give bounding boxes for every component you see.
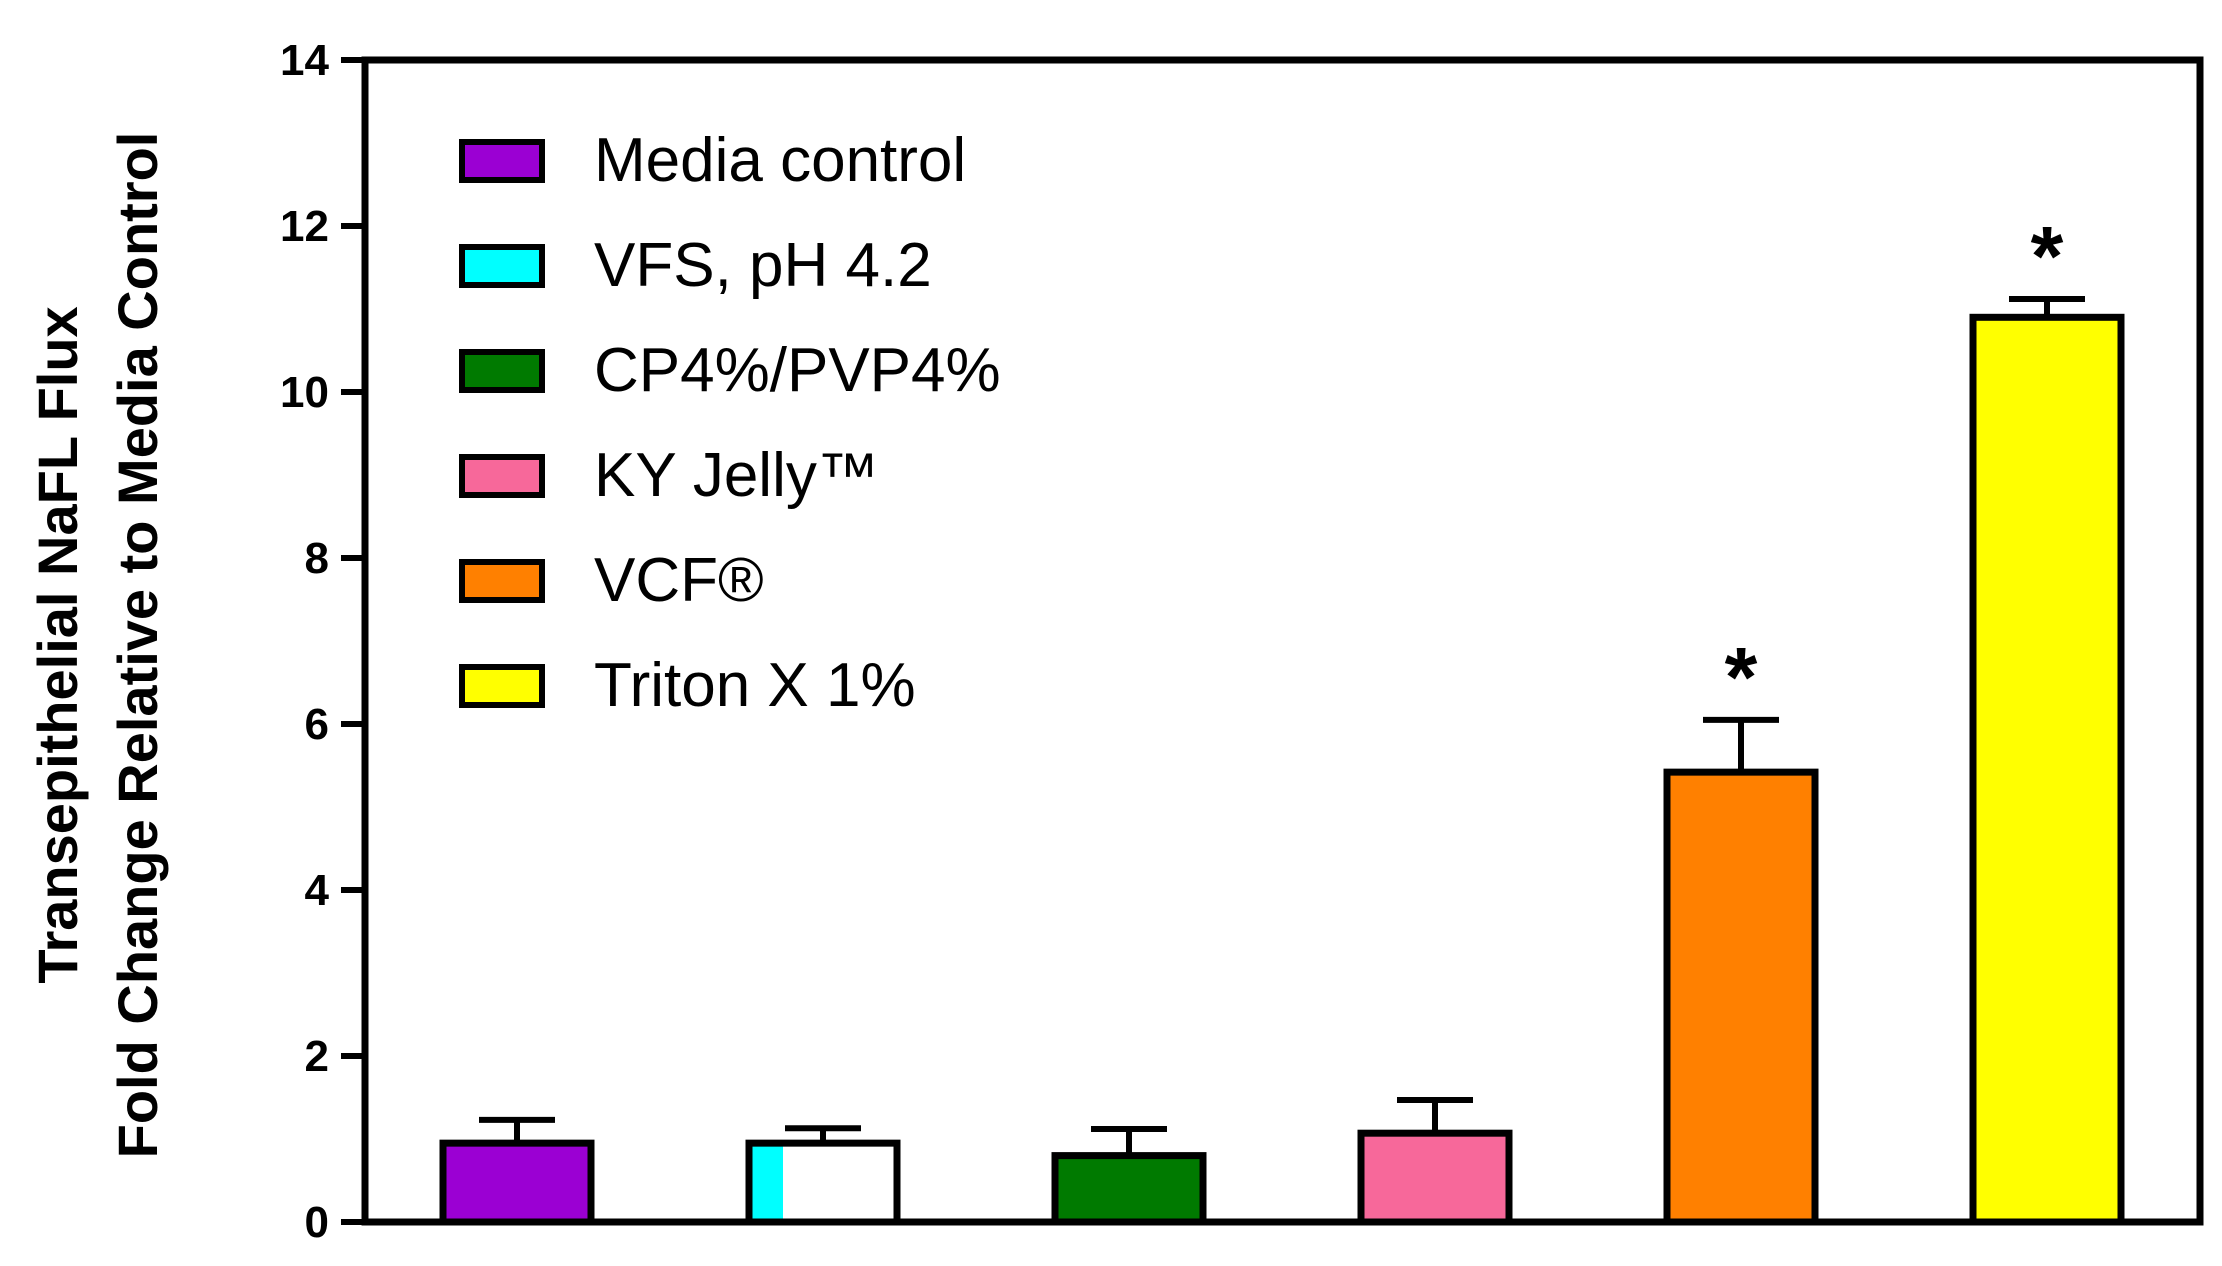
legend-label: KY Jelly™ <box>594 441 879 510</box>
bar <box>745 1139 901 1226</box>
bar <box>1051 1152 1207 1226</box>
significance-star: * <box>2031 209 2064 303</box>
legend-swatch <box>459 664 545 708</box>
y-tick-label: 4 <box>305 866 330 915</box>
y-axis-ticks: 0 2 4 6 8 10 12 14 <box>280 36 365 1247</box>
legend-label: VCF® <box>594 546 764 615</box>
y-tick-label: 2 <box>305 1032 329 1081</box>
error-bar <box>1397 1096 1473 1134</box>
bars <box>439 313 2125 1226</box>
significance-star: * <box>1725 630 1758 724</box>
legend-entry: KY Jelly™ <box>459 441 879 510</box>
y-tick-label: 12 <box>280 202 329 251</box>
error-bar <box>1703 716 1779 773</box>
legend-swatch <box>459 559 545 603</box>
bar <box>439 1139 595 1226</box>
bar-accent-stripe <box>749 1143 783 1222</box>
error-bar <box>2009 296 2085 318</box>
legend-entry: VCF® <box>459 546 764 615</box>
y-tick-label: 0 <box>305 1198 329 1247</box>
legend-swatch <box>459 349 545 393</box>
legend-label: CP4%/PVP4% <box>594 336 1001 405</box>
y-tick-label: 6 <box>305 700 329 749</box>
bar-fill <box>1055 1155 1203 1222</box>
y-tick-label: 10 <box>280 368 329 417</box>
significance-marks: ** <box>1725 209 2064 724</box>
error-bars <box>479 296 2085 1156</box>
legend-entry: Triton X 1% <box>459 651 916 720</box>
legend-swatch <box>459 244 545 288</box>
error-bar <box>1091 1126 1167 1156</box>
legend-entry: CP4%/PVP4% <box>459 336 1001 405</box>
legend: Media control VFS, pH 4.2 CP4%/PVP4% KY Jel… <box>459 126 1001 720</box>
bar-fill <box>1667 772 1815 1222</box>
y-axis-title: Transepithelial NaFL Flux Fold Change Re… <box>26 132 169 1159</box>
legend-swatch <box>459 139 545 183</box>
bar <box>1663 768 1819 1226</box>
plot-frame <box>361 56 2204 1226</box>
error-bar <box>785 1125 861 1144</box>
bar-fill <box>1361 1133 1509 1222</box>
y-tick-label: 8 <box>305 534 329 583</box>
bar <box>1357 1129 1513 1226</box>
legend-swatch <box>459 454 545 498</box>
bar-fill <box>443 1143 591 1222</box>
legend-label: Triton X 1% <box>594 651 916 720</box>
legend-label: Media control <box>594 126 966 195</box>
y-axis-title-line1: Transepithelial NaFL Flux <box>26 306 89 983</box>
y-tick-label: 14 <box>280 36 329 85</box>
legend-label: VFS, pH 4.2 <box>594 231 932 300</box>
legend-entry: VFS, pH 4.2 <box>459 231 932 300</box>
y-axis-title-line2: Fold Change Relative to Media Control <box>106 132 169 1159</box>
legend-entry: Media control <box>459 126 966 195</box>
error-bar <box>479 1116 555 1144</box>
bar <box>1969 313 2125 1226</box>
bar-fill <box>1973 317 2121 1222</box>
